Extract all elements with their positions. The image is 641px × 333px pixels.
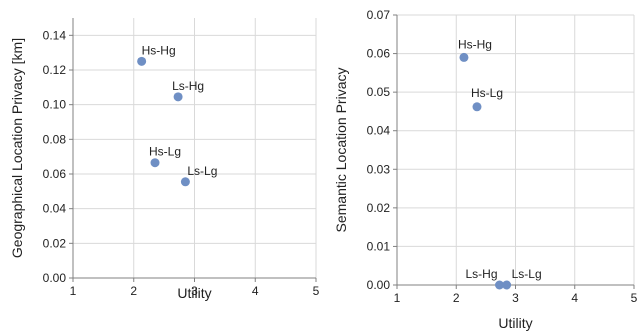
y-axis-label: Semantic Location Privacy [333, 68, 349, 233]
data-label-hs-hg: Hs-Hg [142, 43, 176, 57]
data-label-ls-hg: Ls-Hg [172, 79, 204, 93]
y-tick-label: 0.12 [43, 63, 67, 77]
y-tick-label: 0.04 [367, 124, 391, 138]
x-tick-label: 1 [394, 291, 401, 305]
x-tick-label: 5 [313, 284, 320, 298]
y-tick-label: 0.14 [43, 28, 67, 42]
y-tick-label: 0.01 [367, 239, 391, 253]
x-tick-label: 4 [252, 284, 259, 298]
x-tick-label: 4 [571, 291, 578, 305]
y-tick-label: 0.02 [367, 201, 391, 215]
x-tick-label: 2 [130, 284, 137, 298]
data-point-hs-hg [137, 56, 147, 66]
x-tick-label: 3 [512, 291, 519, 305]
y-tick-label: 0.05 [367, 85, 391, 99]
x-tick-label: 5 [631, 291, 638, 305]
x-tick-label: 1 [70, 284, 77, 298]
x-tick-label: 3 [191, 284, 198, 298]
geographical-privacy-chart: 1 2 3 4 5 0.00 0.02 0.04 0.06 0.08 0.10 0.12 0.14 Uti… [9, 18, 320, 301]
x-axis-label: Utility [498, 315, 532, 331]
data-point-ls-hg [495, 280, 505, 290]
y-tick-label: 0.06 [43, 167, 67, 181]
y-axis-label: Geographical Location Privacy [km] [9, 38, 25, 258]
data-label-hs-lg: Hs-Lg [149, 145, 181, 159]
x-axis-label: Utility [177, 285, 211, 301]
y-tick-label: 0.00 [367, 278, 391, 292]
data-label-ls-hg: Ls-Hg [465, 267, 497, 281]
data-point-hs-lg [472, 102, 482, 112]
y-tick-label: 0.04 [43, 202, 67, 216]
data-label-hs-hg: Hs-Hg [458, 37, 492, 51]
data-point-ls-lg [180, 177, 190, 187]
data-label-ls-lg: Ls-Lg [512, 267, 542, 281]
y-tick-label: 0.07 [367, 8, 391, 22]
x-tick-label: 2 [453, 291, 460, 305]
y-tick-label: 0.03 [367, 162, 391, 176]
data-label-hs-lg: Hs-Lg [471, 86, 503, 100]
data-point-ls-hg [173, 92, 183, 102]
data-point-ls-lg [502, 280, 512, 290]
y-tick-label: 0.08 [43, 132, 67, 146]
y-tick-label: 0.06 [367, 47, 391, 61]
data-point-hs-hg [459, 52, 469, 62]
y-tick-label: 0.02 [43, 236, 67, 250]
y-tick-label: 0.00 [43, 271, 67, 285]
semantic-privacy-chart: 1 2 3 4 5 0.00 0.01 0.02 0.03 0.04 0.05 0.06 0.07 Uti… [333, 8, 638, 331]
data-point-hs-lg [150, 158, 160, 168]
y-tick-label: 0.10 [43, 98, 67, 112]
data-label-ls-lg: Ls-Lg [187, 164, 217, 178]
